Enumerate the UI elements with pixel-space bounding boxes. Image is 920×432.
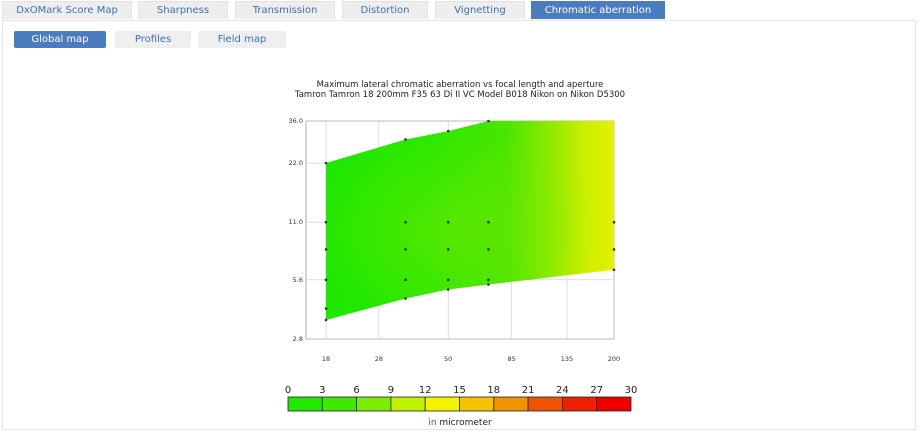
x-tick-label: 200 (608, 355, 620, 363)
x-tick-label: 135 (561, 355, 573, 363)
measure-point (404, 248, 407, 251)
x-tick-label: 18 (322, 355, 330, 363)
measure-point (446, 220, 450, 224)
colorbar-tick-label: 0 (285, 385, 291, 396)
y-tick-label: 5.6 (293, 276, 303, 284)
colorbar-tick-label: 3 (319, 385, 325, 396)
tab-transmission[interactable]: Transmission (235, 1, 335, 19)
measure-point (324, 318, 328, 322)
unit-prefix: in (428, 418, 437, 428)
measure-point (446, 129, 450, 133)
colorbar-tick-label: 9 (388, 385, 394, 396)
subtab-field-map[interactable]: Field map (198, 31, 286, 48)
chart-subtitle: Tamron Tamron 18 200mm F35 63 Di II VC M… (294, 90, 626, 100)
colorbar-unit-label: in micrometer (380, 418, 540, 428)
measure-point (487, 220, 490, 224)
measure-point (487, 283, 490, 286)
colorbar-segment (356, 396, 392, 412)
colorbar-tick-label: 18 (487, 385, 500, 396)
measure-point (324, 248, 328, 251)
x-tick-label: 50 (444, 355, 452, 363)
measure-point (404, 278, 407, 282)
colorbar-tick-label: 27 (590, 385, 603, 396)
colorbar-segment (527, 396, 563, 412)
tab-dxomark-score-map[interactable]: DxOMark Score Map (2, 1, 132, 19)
measure-point (404, 220, 407, 224)
measure-point (446, 278, 450, 282)
colorbar-segment (287, 396, 323, 412)
measure-point (324, 161, 328, 165)
colorbar-segment (424, 396, 460, 412)
colorbar-segment (321, 396, 357, 412)
measure-point (487, 248, 490, 251)
colorbar-segment (596, 396, 632, 412)
tab-vignetting[interactable]: Vignetting (435, 1, 525, 19)
measure-point (487, 119, 490, 123)
tab-sharpness[interactable]: Sharpness (138, 1, 228, 19)
measure-point (612, 268, 616, 272)
subtab-global-map[interactable]: Global map (14, 31, 106, 48)
y-tick-label: 2.8 (293, 335, 303, 343)
colorbar-segment (562, 396, 598, 412)
measure-point (324, 307, 328, 310)
measure-point (612, 220, 616, 224)
colorbar-tick-label: 12 (419, 385, 432, 396)
colorbar-tick-label: 30 (625, 385, 638, 396)
ca-surface-shading (326, 121, 614, 320)
y-tick-label: 11.0 (289, 218, 303, 226)
colorbar-tick-label: 6 (353, 385, 359, 396)
y-tick-label: 36.0 (289, 117, 303, 125)
measure-point (446, 248, 450, 251)
measure-point (404, 297, 407, 300)
colorbar-tick-label: 21 (522, 385, 535, 396)
measure-point (324, 220, 328, 224)
unit-suffix: micrometer (436, 418, 492, 428)
measure-point (487, 278, 490, 282)
colorbar-tick-label: 15 (453, 385, 466, 396)
measure-point (324, 278, 328, 282)
chart-title: Maximum lateral chromatic aberration vs … (316, 80, 604, 90)
measure-point (612, 248, 616, 251)
colorbar: 0 3 6 9 12 15 18 21 24 27 30 (285, 385, 638, 412)
measure-point (404, 138, 407, 141)
chart-tabs: DxOMark Score Map Sharpness Transmission… (0, 0, 920, 20)
tab-chromatic-aberration[interactable]: Chromatic aberration (531, 1, 665, 19)
y-tick-label: 22.0 (289, 159, 303, 167)
measure-point (446, 288, 450, 291)
colorbar-segment (459, 396, 495, 412)
subtab-profiles[interactable]: Profiles (115, 31, 191, 48)
colorbar-tick-label: 24 (556, 385, 569, 396)
x-tick-label: 28 (375, 355, 383, 363)
colorbar-segment (493, 396, 529, 412)
tab-distortion[interactable]: Distortion (342, 1, 428, 19)
x-tick-label: 85 (508, 355, 516, 363)
colorbar-segment (390, 396, 426, 412)
